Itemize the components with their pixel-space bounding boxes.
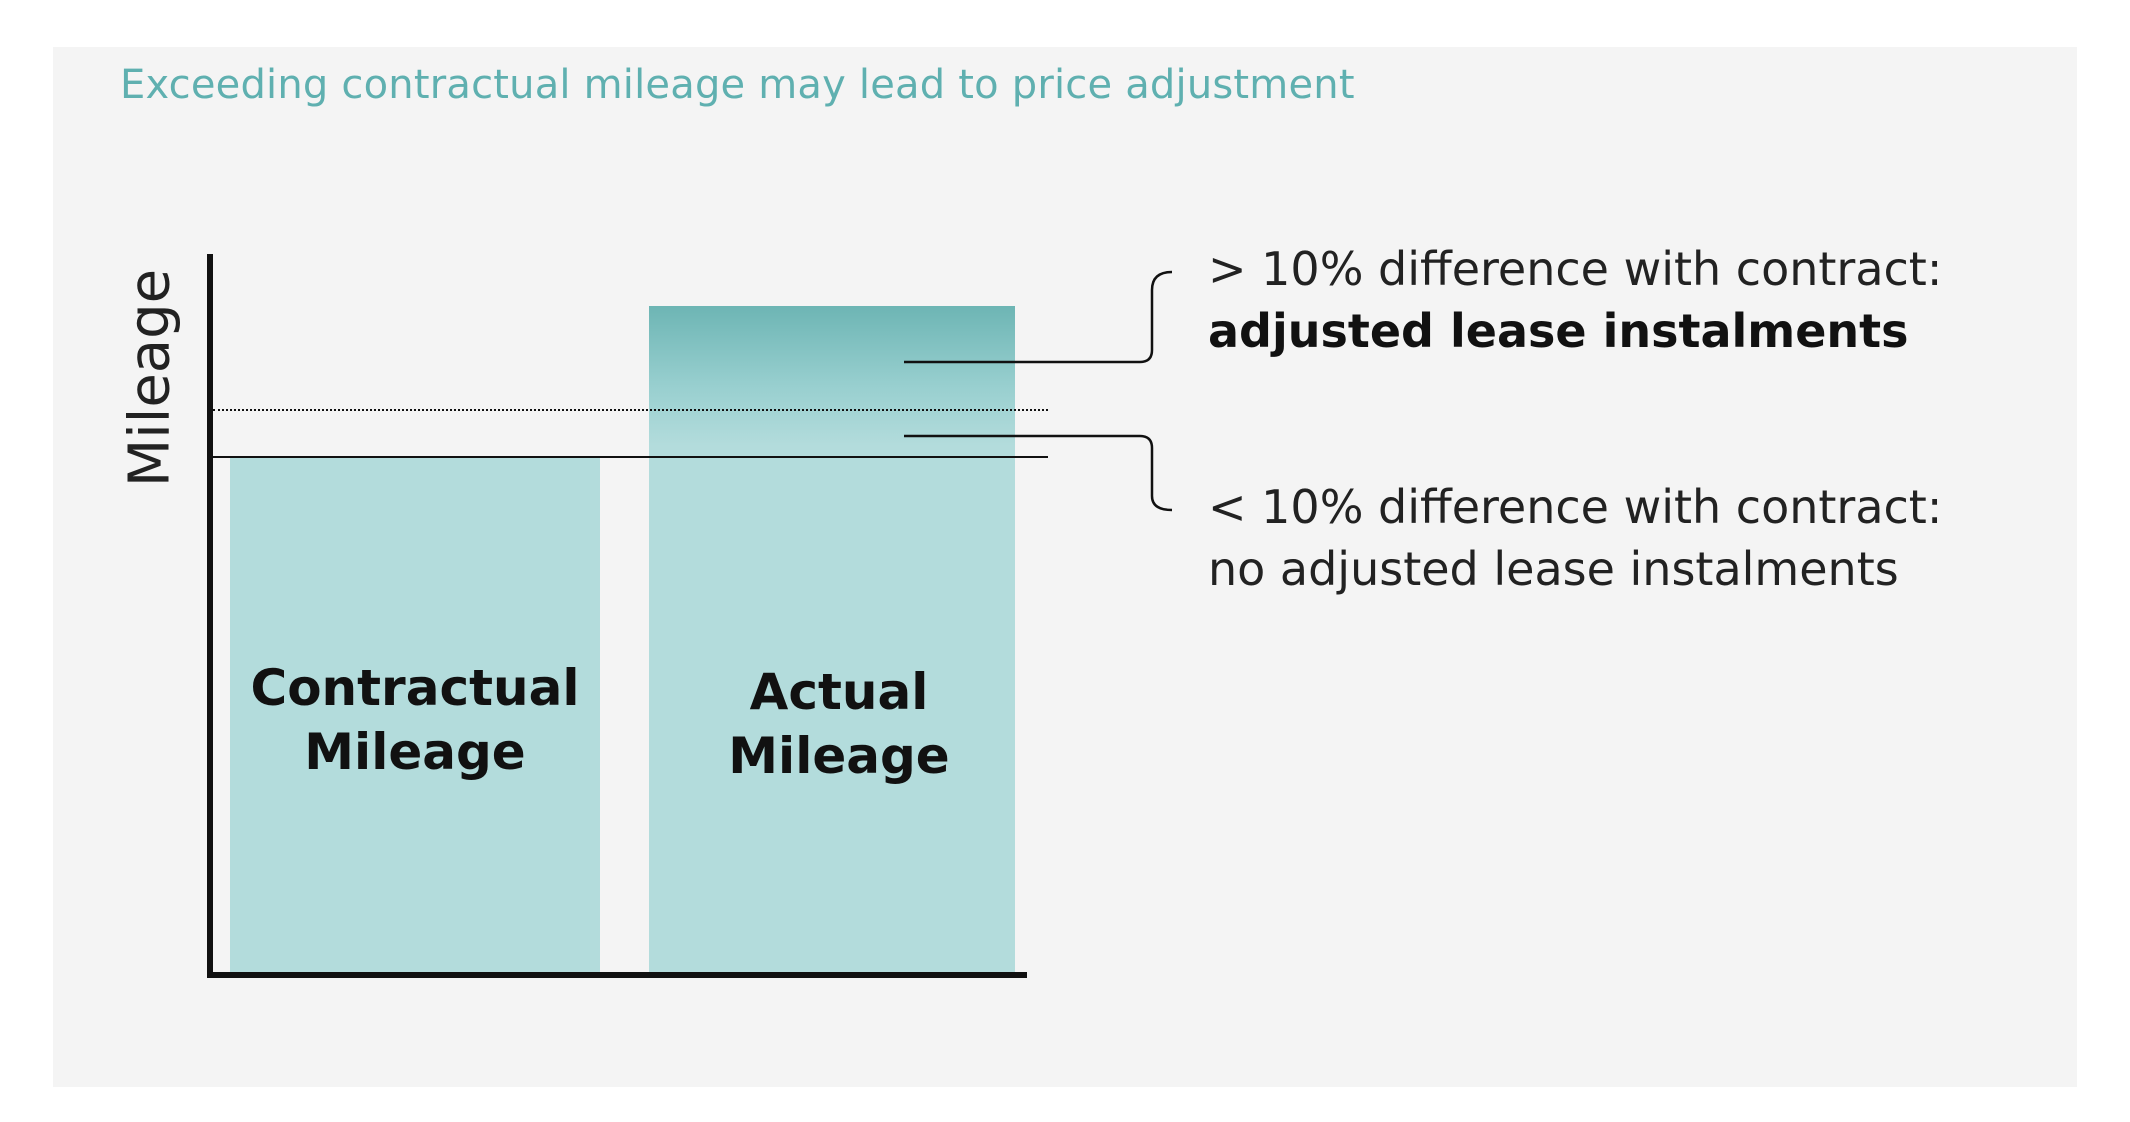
diagram-headline: Exceeding contractual mileage may lead t… — [120, 62, 1355, 108]
contractual-level-line — [213, 456, 1048, 458]
y-axis — [207, 254, 213, 978]
actual-mileage-label: Actual Mileage — [649, 660, 1029, 788]
above-threshold-outcome: adjusted lease instalments — [1208, 304, 1909, 358]
below-threshold-note: < 10% difference with contract: no adjus… — [1208, 476, 1942, 600]
threshold-line — [213, 409, 1048, 411]
above-threshold-condition: > 10% difference with contract: — [1208, 242, 1943, 296]
x-axis — [207, 972, 1027, 978]
contractual-mileage-label: Contractual Mileage — [230, 656, 600, 784]
below-threshold-outcome: no adjusted lease instalments — [1208, 542, 1899, 596]
contractual-mileage-bar — [230, 458, 600, 972]
actual-mileage-bar — [649, 306, 1015, 972]
actual-mileage-text: Actual Mileage — [728, 663, 950, 785]
upper-bracket-connector — [904, 270, 1173, 364]
below-threshold-condition: < 10% difference with contract: — [1208, 480, 1943, 534]
contractual-mileage-text: Contractual Mileage — [250, 659, 580, 781]
lower-bracket-connector — [904, 434, 1173, 512]
above-threshold-note: > 10% difference with contract: adjusted… — [1208, 238, 1942, 362]
